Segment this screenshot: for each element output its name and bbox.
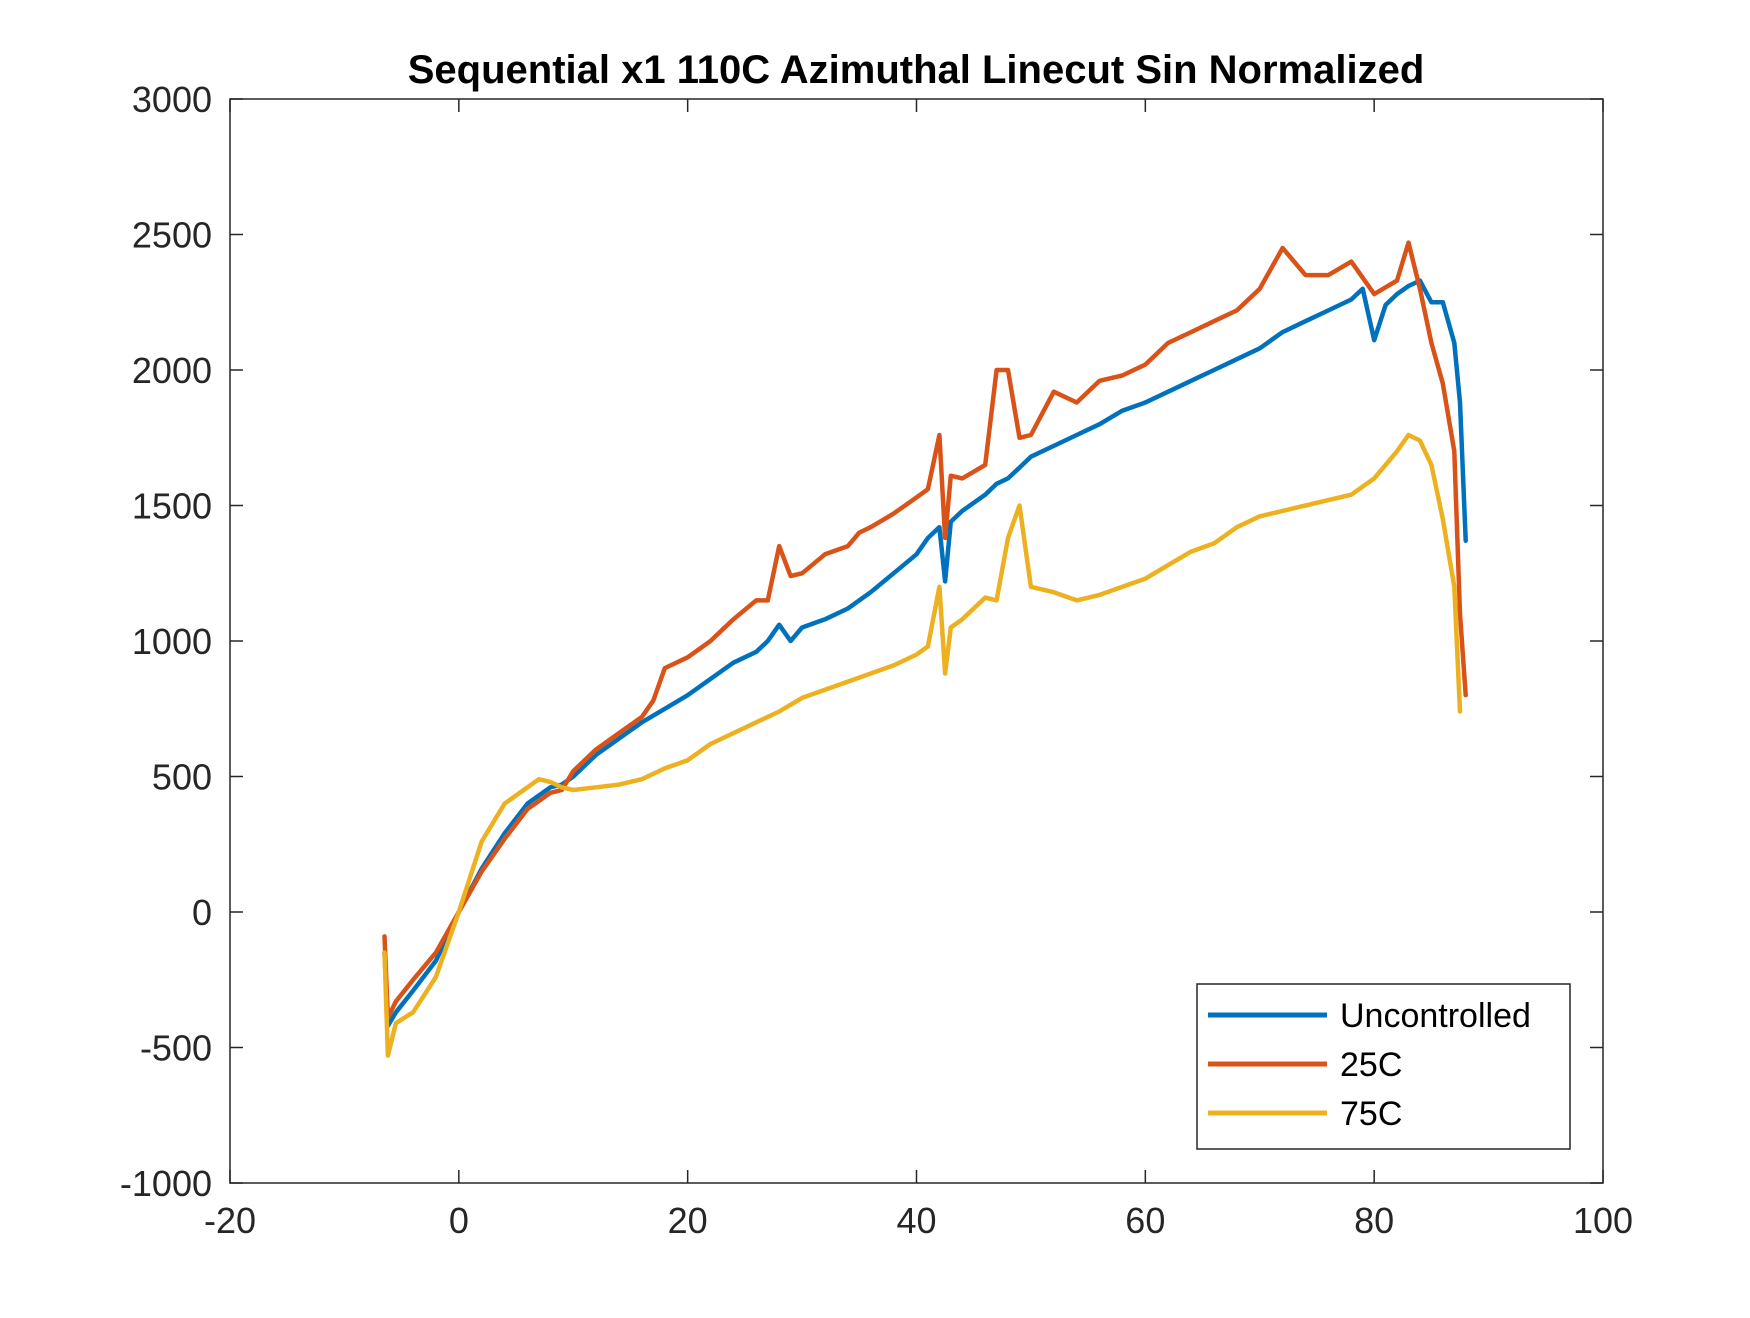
y-tick-label: 3000 [132, 79, 212, 120]
x-tick-label: 60 [1125, 1200, 1165, 1241]
x-tick-label: 0 [449, 1200, 469, 1241]
legend-label-0: Uncontrolled [1340, 997, 1531, 1035]
series-layer [382, 240, 1468, 1058]
y-tick-label: -500 [140, 1028, 212, 1069]
legend-label-1: 25C [1340, 1046, 1402, 1084]
x-tick-label: 100 [1573, 1200, 1633, 1241]
legend: Uncontrolled 25C 75C [1196, 983, 1571, 1150]
y-tick-label: 2500 [132, 215, 212, 256]
x-tick-label: -20 [204, 1200, 256, 1241]
legend-entries: Uncontrolled 25C 75C [1208, 997, 1531, 1133]
y-tick-label: 0 [192, 892, 212, 933]
y-tick-label: 500 [152, 757, 212, 798]
x-tick-label: 20 [668, 1200, 708, 1241]
axes-layer: -20 0 20 40 60 80 100 -1000 -500 0 500 1000 1500 2000… [120, 79, 1633, 1241]
series-line-2 [382, 432, 1463, 1058]
series-line-1 [382, 240, 1468, 1020]
x-tick-label: 40 [896, 1200, 936, 1241]
x-tick-label: 80 [1354, 1200, 1394, 1241]
chart-title: Sequential x1 110C Azimuthal Linecut Sin… [408, 48, 1425, 92]
y-tick-label: 2000 [132, 350, 212, 391]
y-tick-label: -1000 [120, 1163, 212, 1204]
y-tick-label: 1000 [132, 621, 212, 662]
y-tick-label: 1500 [132, 486, 212, 527]
legend-label-2: 75C [1340, 1095, 1402, 1133]
